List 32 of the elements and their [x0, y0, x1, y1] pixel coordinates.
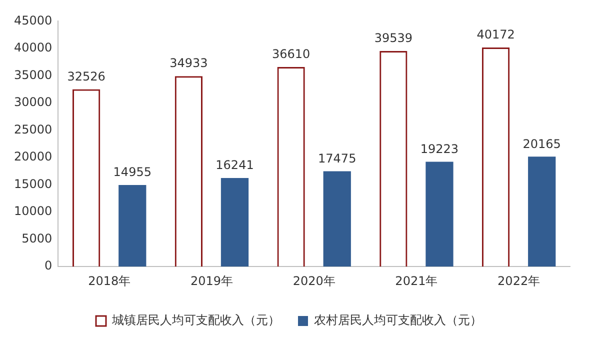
bar [426, 162, 454, 267]
data-label: 14955 [113, 165, 152, 180]
bar [528, 156, 556, 267]
y-tick-label: 5000 [22, 231, 52, 246]
bar [118, 185, 146, 267]
legend-label: 农村居民人均可支配收入（元） [314, 313, 482, 328]
x-tick-label: 2022年 [498, 274, 540, 288]
y-tick-label: 15000 [14, 176, 52, 191]
data-label: 19223 [420, 142, 459, 156]
bar [220, 178, 249, 267]
y-tick-label: 40000 [14, 40, 52, 55]
y-tick-label: 0 [44, 258, 52, 273]
x-tick-label: 2018年 [88, 274, 131, 288]
data-label: 39539 [374, 31, 413, 46]
y-tick-label: 30000 [14, 95, 52, 110]
x-tick-label: 2020年 [292, 274, 336, 288]
y-tick-label: 10000 [14, 204, 52, 218]
y-tick-label: 45000 [14, 13, 52, 28]
data-label: 40172 [476, 28, 515, 42]
data-label: 17475 [318, 151, 356, 166]
legend-label: 城镇居民人均可支配收入（元） [111, 313, 280, 328]
x-tick-label: 2021年 [395, 274, 438, 288]
y-tick-label: 25000 [14, 122, 52, 136]
data-label: 36610 [272, 47, 310, 62]
bar [323, 171, 351, 267]
data-label: 16241 [216, 158, 254, 172]
y-tick-label: 35000 [14, 68, 52, 82]
y-tick-label: 20000 [14, 150, 52, 164]
x-tick-label: 2019年 [190, 274, 233, 288]
data-label: 20165 [522, 136, 561, 151]
data-label: 34933 [170, 56, 208, 70]
data-label: 32526 [67, 69, 106, 84]
